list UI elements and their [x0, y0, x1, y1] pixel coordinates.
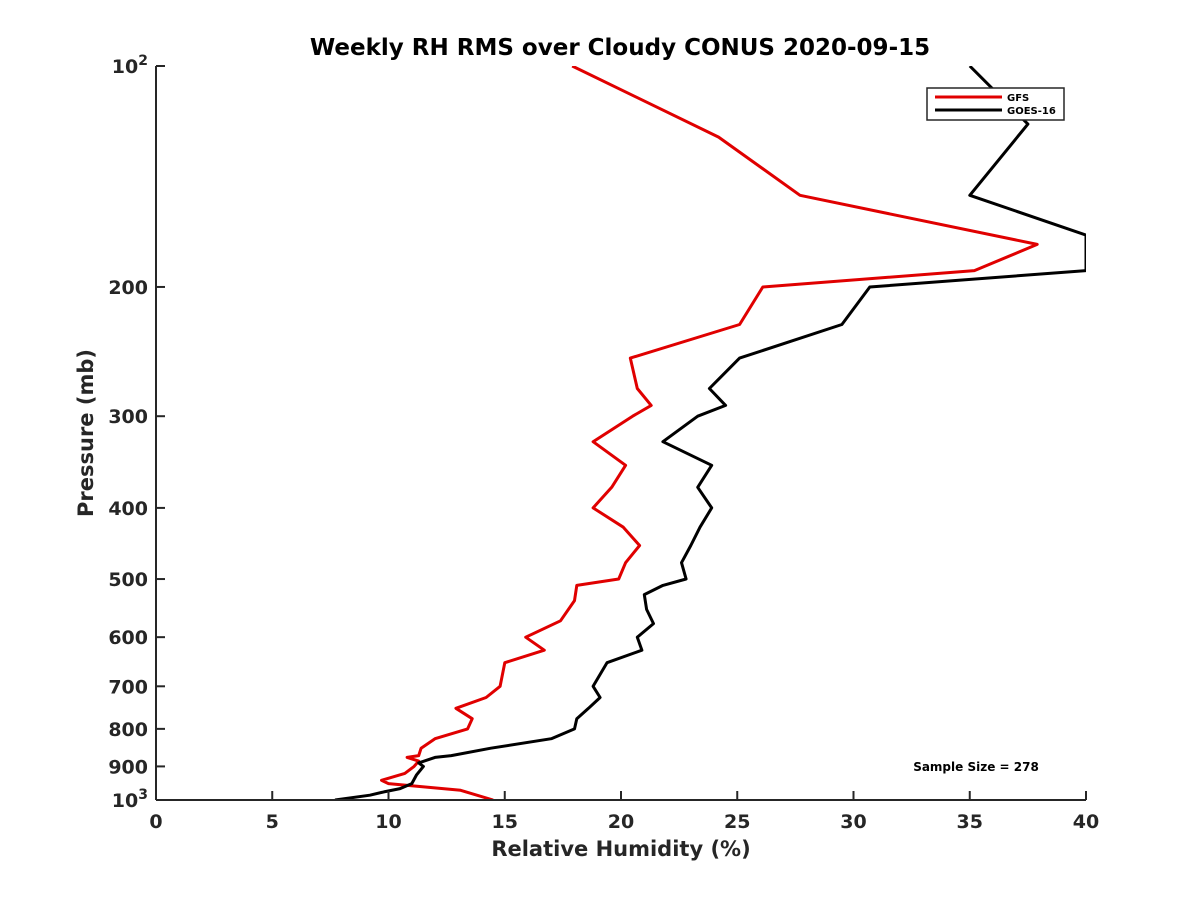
- x-axis-title: Relative Humidity (%): [491, 837, 750, 861]
- y-axis-title: Pressure (mb): [74, 349, 98, 517]
- y-tick-label: 102: [112, 53, 148, 78]
- x-tick-label: 40: [1073, 811, 1099, 833]
- legend-label-gfs: GFS: [1007, 93, 1029, 104]
- series-line-gfs: [380, 66, 1039, 800]
- y-tick-label: 700: [108, 676, 148, 698]
- y-tick-label: 200: [108, 277, 148, 299]
- x-tick-label: 5: [266, 811, 279, 833]
- legend: GFS GOES-16: [926, 87, 1065, 121]
- x-tick-label: 30: [840, 811, 866, 833]
- legend-label-goes16: GOES-16: [1007, 106, 1056, 117]
- y-tick-label: 103: [112, 787, 148, 812]
- series-layer: [334, 66, 1086, 800]
- x-tick-label: 35: [957, 811, 983, 833]
- legend-box: [926, 87, 1065, 121]
- y-tick-label: 800: [108, 719, 148, 741]
- chart-title: Weekly RH RMS over Cloudy CONUS 2020-09-…: [310, 35, 930, 61]
- series-line-goes16: [334, 66, 1086, 800]
- y-tick-label: 400: [108, 498, 148, 520]
- x-tick-label: 10: [375, 811, 401, 833]
- y-tick-label: 600: [108, 627, 148, 649]
- x-tick-label: 0: [149, 811, 162, 833]
- x-ticks: 0 5 10 15 20 25 30 35 40: [149, 791, 1099, 833]
- x-tick-label: 20: [608, 811, 634, 833]
- y-ticks: 102 200 300 400 500 600 700 800 900 103: [108, 53, 165, 812]
- sample-size-annotation: Sample Size = 278: [913, 760, 1039, 774]
- y-tick-label: 900: [108, 756, 148, 778]
- y-tick-label: 300: [108, 406, 148, 428]
- y-tick-label: 500: [108, 569, 148, 591]
- x-tick-label: 15: [492, 811, 518, 833]
- x-tick-label: 25: [724, 811, 750, 833]
